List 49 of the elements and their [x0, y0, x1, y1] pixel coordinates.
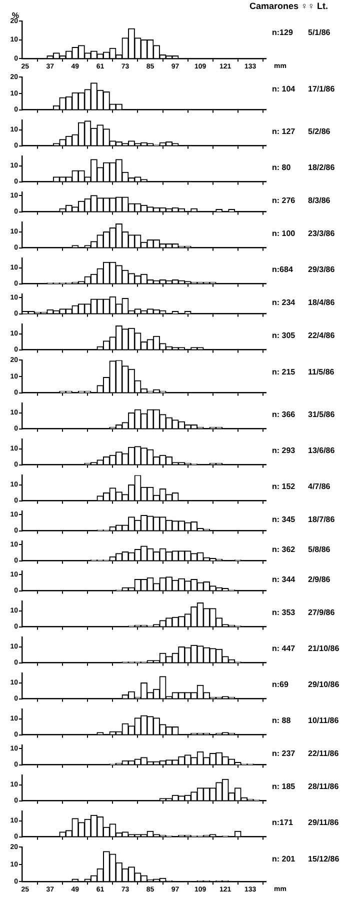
text: n: 305 — [272, 330, 296, 340]
text: 27/9/86 — [308, 608, 336, 617]
text: 11/5/86 — [308, 367, 335, 376]
text: n:171 — [272, 818, 294, 827]
text: n: 104 — [272, 84, 296, 94]
text: n: 215 — [272, 367, 296, 376]
text: n: 293 — [272, 446, 296, 455]
text: n: 80 — [272, 162, 292, 172]
text: 5/2/86 — [308, 126, 331, 136]
text: 22/4/86 — [308, 330, 336, 340]
text: 8/3/86 — [308, 196, 331, 206]
text: 2/9/86 — [308, 575, 331, 584]
text: n: 276 — [272, 196, 296, 206]
text: n: 234 — [272, 298, 296, 308]
text: n: 185 — [272, 782, 296, 791]
text: Camarones ♀♀ Lt. — [248, 0, 329, 12]
text: n:69 — [272, 680, 289, 689]
text: n: 201 — [272, 854, 296, 864]
text: n: 344 — [272, 575, 296, 584]
text: n: 345 — [272, 515, 296, 524]
text: 4/7/86 — [308, 482, 331, 491]
text: 15/12/86 — [308, 854, 340, 864]
text: 13/6/86 — [308, 446, 336, 455]
text: 18/7/86 — [308, 515, 336, 524]
text: n: 152 — [272, 482, 296, 491]
text: n: 100 — [272, 228, 296, 238]
text: n: 366 — [272, 410, 296, 419]
text: 29/11/86 — [308, 818, 340, 827]
text: n: 127 — [272, 126, 296, 136]
text: 17/1/86 — [308, 84, 336, 94]
text: 18/2/86 — [308, 162, 336, 172]
text: n: 237 — [272, 749, 296, 758]
text: n:684 — [272, 264, 294, 274]
text: 29/3/86 — [308, 264, 336, 274]
text: n: 88 — [272, 716, 292, 725]
text: 10/11/86 — [308, 716, 340, 725]
text: n: 447 — [272, 644, 296, 653]
text: 23/3/86 — [308, 228, 336, 238]
text: 28/11/86 — [308, 782, 340, 791]
text: n: 353 — [272, 608, 296, 617]
text: 29/10/86 — [308, 680, 340, 689]
text: 31/5/86 — [308, 410, 336, 419]
text: 21/10/86 — [308, 644, 340, 653]
text: n:129 — [272, 28, 294, 38]
text: 5/8/86 — [308, 545, 331, 554]
text: 22/11/86 — [308, 749, 340, 758]
text: n: 362 — [272, 545, 296, 554]
text: 18/4/86 — [308, 298, 336, 308]
text: 5/1/86 — [308, 28, 331, 38]
